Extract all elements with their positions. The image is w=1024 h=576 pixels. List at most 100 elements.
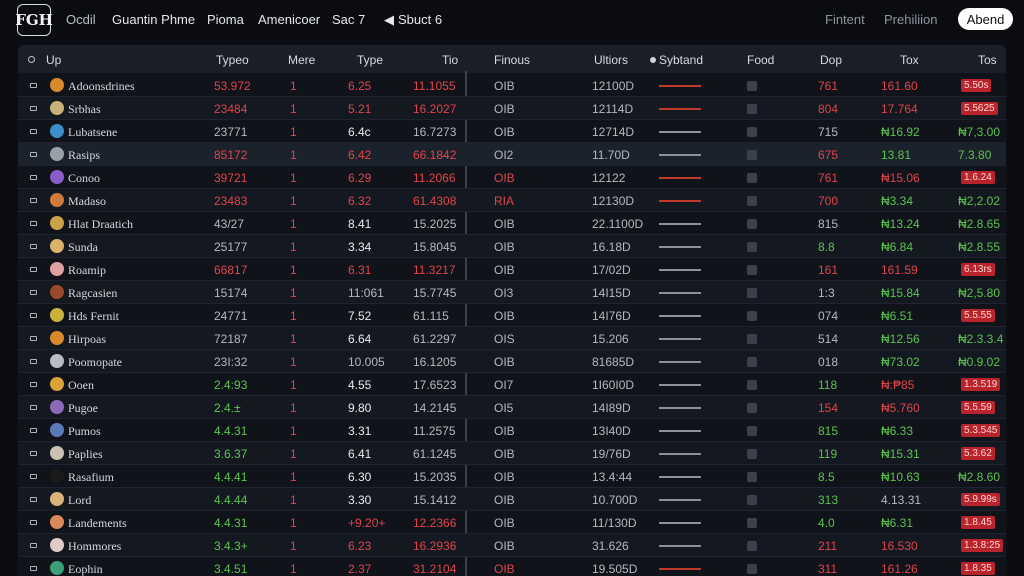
row-name[interactable]: Pugoe <box>68 401 98 415</box>
row-toggle-icon[interactable] <box>30 405 37 410</box>
table-row[interactable]: Madaso 23483 1 6.32 61.4308 RIA 12130D 700 ₦3.34… <box>18 189 1006 212</box>
food-checkbox[interactable] <box>747 495 757 505</box>
row-toggle-icon[interactable] <box>30 106 37 111</box>
nav-item-3[interactable]: Amenicoer <box>258 12 321 27</box>
table-row[interactable]: Ragcasien 15174 1 11:061 15.7745 OI3 14I15D 1:3… <box>18 281 1006 304</box>
table-row[interactable]: Rasips 85172 1 6.42 66.1842 OI2 11.70D 675 13.81… <box>18 143 1006 166</box>
table-row[interactable]: Lubatsene 23771 1 6.4c 16.7273 OIB 12714D 715 ₦1… <box>18 120 1006 143</box>
food-checkbox[interactable] <box>747 334 757 344</box>
food-checkbox[interactable] <box>747 219 757 229</box>
table-row[interactable]: Conoo 39721 1 6.29 11.2066 OIB 12122 761 ₦15.06 1… <box>18 166 1006 189</box>
row-name[interactable]: Hommores <box>68 539 122 553</box>
row-name[interactable]: Hds Fernit <box>68 309 119 323</box>
table-row[interactable]: Landements 4.4.31 1 +9.20+ 12.2366 OIB 11/130D… <box>18 511 1006 534</box>
row-name[interactable]: Hirpoas <box>68 332 106 346</box>
table-row[interactable]: Pugoe 2.4.± 1 9.80 14.2145 OI5 14I89D 154 ₦5.760… <box>18 396 1006 419</box>
row-name[interactable]: Conoo <box>68 171 101 185</box>
row-toggle-icon[interactable] <box>30 244 37 249</box>
table-row[interactable]: Adoonsdrines 53.972 1 6.25 11.1055 OIB 12100D 7… <box>18 74 1006 97</box>
food-checkbox[interactable] <box>747 426 757 436</box>
row-toggle-icon[interactable] <box>30 451 37 456</box>
table-row[interactable]: Sunda 25177 1 3.34 15.8045 OIB 16.18D 8.8 ₦6.84 ₦… <box>18 235 1006 258</box>
table-row[interactable]: Rasafium 4.4.41 1 6.30 15.2035 OIB 13.4:44 8.5 ₦… <box>18 465 1006 488</box>
row-name[interactable]: Eophin <box>68 562 103 576</box>
row-name[interactable]: Poomopate <box>68 355 122 369</box>
about-button[interactable]: Abend <box>958 8 1013 30</box>
row-toggle-icon[interactable] <box>30 83 37 88</box>
table-row[interactable]: Pumos 4.4.31 1 3.31 11.2575 OIB 13I40D 815 ₦6.33… <box>18 419 1006 442</box>
col-header-tox[interactable]: Tox <box>900 53 919 67</box>
row-toggle-icon[interactable] <box>30 313 37 318</box>
nav-right-item-0[interactable]: Fintent <box>825 12 865 27</box>
table-row[interactable]: Eophin 3.4.51 1 2.37 31.2104 OIB 19.505D 311 161… <box>18 557 1006 576</box>
row-toggle-icon[interactable] <box>30 497 37 502</box>
col-header-finous[interactable]: Finous <box>494 53 531 67</box>
nav-right-item-1[interactable]: Prehiliion <box>884 12 938 27</box>
food-checkbox[interactable] <box>747 288 757 298</box>
food-checkbox[interactable] <box>747 472 757 482</box>
food-checkbox[interactable] <box>747 541 757 551</box>
food-checkbox[interactable] <box>747 104 757 114</box>
row-toggle-icon[interactable] <box>30 359 37 364</box>
col-header-up[interactable]: Up <box>46 53 62 67</box>
food-checkbox[interactable] <box>747 403 757 413</box>
table-row[interactable]: Roamip 66817 1 6.31 11.3217 OIB 17/02D 161 161.5… <box>18 258 1006 281</box>
row-name[interactable]: Ragcasien <box>68 286 118 300</box>
food-checkbox[interactable] <box>747 265 757 275</box>
table-row[interactable]: Hirpoas 72187 1 6.64 61.2297 OIS 15.206 514 ₦12.… <box>18 327 1006 350</box>
table-row[interactable]: Ooen 2.4:93 1 4.55 17.6523 OI7 1I60I0D 118 ₦:₱85… <box>18 373 1006 396</box>
col-header-dop[interactable]: Dop <box>820 53 843 67</box>
row-name[interactable]: Hlat Draatich <box>68 217 133 231</box>
col-header-typeo[interactable]: Typeo <box>216 53 249 67</box>
row-toggle-icon[interactable] <box>30 543 37 548</box>
row-toggle-icon[interactable] <box>30 474 37 479</box>
row-toggle-icon[interactable] <box>30 336 37 341</box>
food-checkbox[interactable] <box>747 173 757 183</box>
col-header-mere[interactable]: Mere <box>288 53 316 67</box>
row-toggle-icon[interactable] <box>30 382 37 387</box>
food-checkbox[interactable] <box>747 150 757 160</box>
food-checkbox[interactable] <box>747 311 757 321</box>
row-name[interactable]: Rasips <box>68 148 101 162</box>
row-name[interactable]: Paplies <box>68 447 103 461</box>
row-toggle-icon[interactable] <box>30 129 37 134</box>
row-name[interactable]: Rasafium <box>68 470 114 484</box>
row-name[interactable]: Lord <box>68 493 92 507</box>
nav-item-2[interactable]: Pioma <box>207 12 244 27</box>
nav-item-5[interactable]: ◀ Sbuct 6 <box>384 12 442 28</box>
row-toggle-icon[interactable] <box>30 290 37 295</box>
row-toggle-icon[interactable] <box>30 198 37 203</box>
food-checkbox[interactable] <box>747 81 757 91</box>
food-checkbox[interactable] <box>747 564 757 574</box>
table-row[interactable]: Poomopate 23I:32 1 10.005 16.1205 OIB 81685D 01… <box>18 350 1006 373</box>
row-toggle-icon[interactable] <box>30 428 37 433</box>
row-name[interactable]: Madaso <box>68 194 106 208</box>
row-toggle-icon[interactable] <box>30 520 37 525</box>
col-header-tio[interactable]: Tio <box>442 53 459 67</box>
select-all-icon[interactable] <box>28 56 35 63</box>
food-checkbox[interactable] <box>747 242 757 252</box>
row-toggle-icon[interactable] <box>30 267 37 272</box>
row-toggle-icon[interactable] <box>30 152 37 157</box>
food-checkbox[interactable] <box>747 196 757 206</box>
row-name[interactable]: Roamip <box>68 263 106 277</box>
table-row[interactable]: Paplies 3.6.37 1 6.41 61.1245 OIB 19/76D 119 ₦15… <box>18 442 1006 465</box>
row-name[interactable]: Landements <box>68 516 127 530</box>
row-toggle-icon[interactable] <box>30 221 37 226</box>
nav-item-4[interactable]: Sac 7 <box>332 12 366 27</box>
food-checkbox[interactable] <box>747 518 757 528</box>
nav-item-1[interactable]: Guantin Phme <box>112 12 196 27</box>
row-toggle-icon[interactable] <box>30 175 37 180</box>
table-row[interactable]: Lord 4.4.44 1 3.30 15.1412 OIB 10.700D 313 4.13.… <box>18 488 1006 511</box>
table-row[interactable]: Srbhas 23484 1 5.21 16.2027 OIB 12114D 804 17.76… <box>18 97 1006 120</box>
col-header-food[interactable]: Food <box>747 53 775 67</box>
nav-item-0[interactable]: Ocdil <box>66 12 96 27</box>
col-header-type[interactable]: Type <box>357 53 384 67</box>
col-header-ultiors[interactable]: Ultiors <box>594 53 629 67</box>
table-row[interactable]: Hds Fernit 24771 1 7.52 61.115 OIB 14I76D 074 ₦6… <box>18 304 1006 327</box>
row-name[interactable]: Sunda <box>68 240 98 254</box>
app-logo[interactable]: FGH <box>15 4 53 36</box>
food-checkbox[interactable] <box>747 357 757 367</box>
food-checkbox[interactable] <box>747 380 757 390</box>
col-header-sybtand[interactable]: Sybtand <box>650 53 703 67</box>
